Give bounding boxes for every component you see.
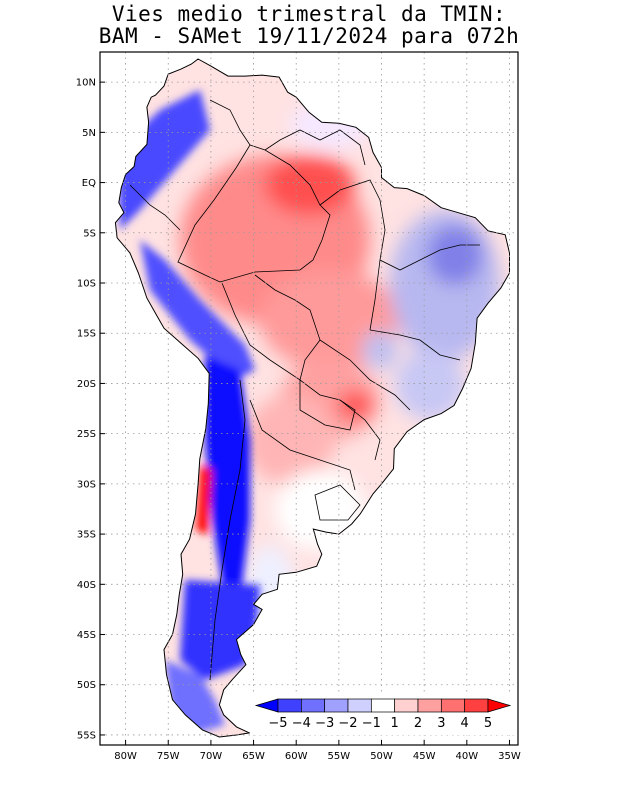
tick-label-lat: 55S bbox=[77, 730, 96, 741]
colorbar-label: 2 bbox=[414, 716, 422, 731]
colorbar-swatch bbox=[417, 698, 442, 713]
colorbar-label: 3 bbox=[437, 716, 445, 731]
tick-label-lon: 75W bbox=[157, 751, 180, 762]
border-states-4 bbox=[319, 339, 411, 411]
border-ecuador-peru bbox=[129, 184, 181, 231]
border-uruguay bbox=[314, 484, 361, 521]
warm-bias-parana bbox=[337, 391, 373, 419]
colorbar-label: 1 bbox=[391, 716, 399, 731]
border-paraguay bbox=[299, 379, 356, 431]
neutral-guiana bbox=[290, 100, 370, 150]
tick-label-lat: 20S bbox=[77, 379, 96, 390]
cool-bias-southeast bbox=[395, 350, 465, 420]
country-borders bbox=[129, 99, 480, 681]
tick-label-lat: 10S bbox=[77, 279, 96, 290]
tick-label-lon: 35W bbox=[498, 751, 521, 762]
tick-label-lat: 5N bbox=[82, 128, 96, 139]
map-frame bbox=[99, 51, 519, 746]
tick-label-lon: 40W bbox=[456, 751, 479, 762]
tick-label-lon: 80W bbox=[114, 751, 137, 762]
border-chile-arg bbox=[209, 379, 246, 681]
tick-label-lat: 35S bbox=[77, 530, 96, 541]
colorbar-label: −5 bbox=[268, 716, 287, 731]
warm-bias-chile-coast bbox=[196, 465, 212, 535]
cool-bias-andes-chile bbox=[205, 355, 250, 600]
colorbar-swatch bbox=[370, 698, 396, 713]
colorbar-swatch bbox=[324, 698, 349, 713]
tick-label-lat: 30S bbox=[77, 479, 96, 490]
tick-label-lon: 55W bbox=[328, 751, 351, 762]
coastline bbox=[114, 58, 510, 738]
border-venezuela bbox=[209, 99, 251, 146]
map-title-line1: Vies medio trimestral da TMIN: bbox=[111, 2, 507, 26]
map-title-line2: BAM - SAMet 19/11/2024 para 072h bbox=[98, 24, 520, 48]
colorbar-swatch bbox=[347, 698, 372, 713]
colorbar-label: −3 bbox=[315, 716, 334, 731]
border-argentina bbox=[249, 399, 356, 491]
colorbar-swatch bbox=[464, 698, 489, 713]
colorbar-swatch bbox=[394, 698, 419, 713]
colorbar-swatch bbox=[440, 698, 466, 713]
tick-label-lat: 15S bbox=[77, 329, 96, 340]
tick-label-lat: 5S bbox=[83, 228, 96, 239]
tick-label-lon: 60W bbox=[285, 751, 308, 762]
colorbar-swatch bbox=[300, 698, 326, 713]
border-brazil-west bbox=[177, 144, 331, 283]
colorbar-label: −4 bbox=[292, 716, 311, 731]
colorbar-arrow-right bbox=[487, 698, 512, 713]
colorbar-swatch bbox=[277, 698, 302, 713]
tick-label-lon: 45W bbox=[413, 751, 436, 762]
border-bolivia bbox=[221, 274, 321, 381]
tick-label-lon: 50W bbox=[370, 751, 393, 762]
colorbar-label: −1 bbox=[362, 716, 381, 731]
colorbar-label: 5 bbox=[484, 716, 492, 731]
colorbar: −5 −4 −3 −2 −1 1 2 3 4 5 bbox=[250, 695, 516, 735]
tick-label-lat: 50S bbox=[77, 680, 96, 691]
tick-label-lat: 40S bbox=[77, 580, 96, 591]
cool-bias-bahia bbox=[362, 330, 398, 370]
neutral-pampa bbox=[275, 470, 365, 550]
tick-label-lat: EQ bbox=[82, 178, 96, 189]
cool-bias-colombia bbox=[118, 90, 210, 230]
border-states-2 bbox=[379, 244, 480, 271]
cool-bias-patagonia bbox=[180, 580, 260, 680]
tick-label-lat: 10N bbox=[76, 78, 96, 89]
colorbar-label: −2 bbox=[338, 716, 357, 731]
tick-label-lat: 45S bbox=[77, 630, 96, 641]
border-states-1 bbox=[319, 179, 386, 331]
bias-field bbox=[115, 59, 510, 737]
border-guianas bbox=[264, 129, 366, 166]
cool-bias-andes-peru bbox=[140, 240, 255, 380]
graticule bbox=[100, 52, 518, 745]
cool-bias-northeast-core bbox=[427, 225, 483, 285]
axis-ticks: 80W 75W 70W 65W 60W 55W 50W 45W 40W 35W 10N 5N EQ 5S 1… bbox=[76, 78, 521, 762]
tick-label-lon: 65W bbox=[242, 751, 265, 762]
border-states-3 bbox=[369, 329, 461, 361]
tick-label-lat: 25S bbox=[77, 429, 96, 440]
border-states-5 bbox=[339, 399, 381, 461]
colorbar-label: 4 bbox=[461, 716, 469, 731]
tick-label-lon: 70W bbox=[200, 751, 223, 762]
